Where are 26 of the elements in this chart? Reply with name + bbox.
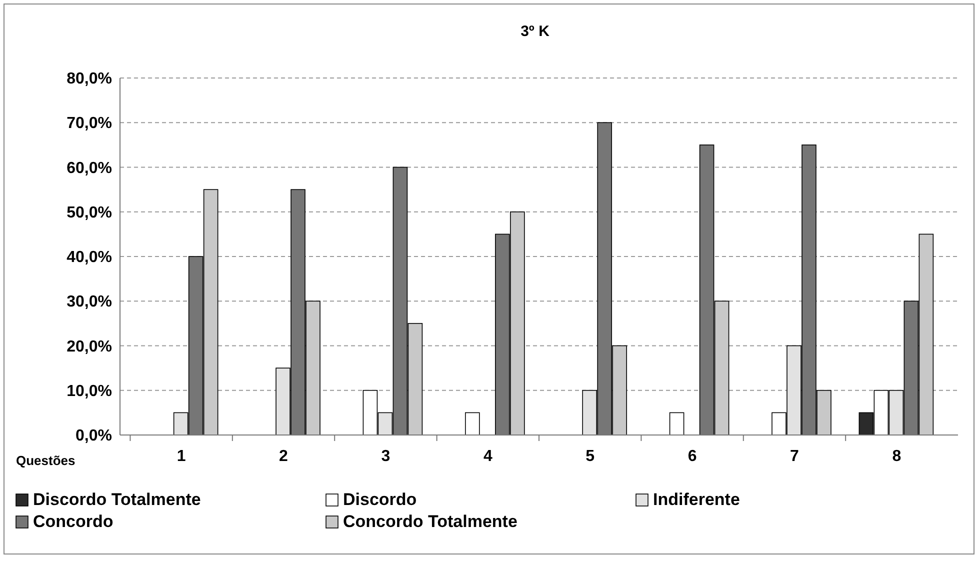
y-tick-label: 0,0% [76,428,112,445]
legend-label: Concordo [33,512,114,531]
x-tick-label: 6 [688,448,697,465]
x-tick-label: 2 [279,448,288,465]
y-tick-label: 40,0% [66,249,112,266]
legend-label: Concordo Totalmente [343,512,518,531]
y-tick-label: 30,0% [66,294,112,311]
x-axis-title: Questões [16,453,76,468]
x-tick-label: 4 [483,448,492,465]
legend-label: Discordo [343,490,417,509]
y-tick-label: 10,0% [66,382,112,400]
x-tick-label: 5 [586,448,595,465]
bar [465,412,480,436]
x-tick-label: 1 [176,448,186,465]
bar [669,412,684,436]
legend-label: Indiferente [653,490,740,509]
chart-title: 3º K [520,23,550,40]
y-tick-label: 50,0% [66,204,112,222]
x-tick-label: 3 [381,448,390,465]
y-tick-label: 60,0% [66,160,112,177]
x-tick-label: 8 [892,448,902,465]
y-tick-label: 20,0% [66,338,112,356]
x-tick-label: 7 [790,448,800,465]
y-tick-label: 80,0% [66,70,112,88]
y-tick-label: 70,0% [66,115,112,132]
legend-label: Discordo Totalmente [33,490,201,509]
